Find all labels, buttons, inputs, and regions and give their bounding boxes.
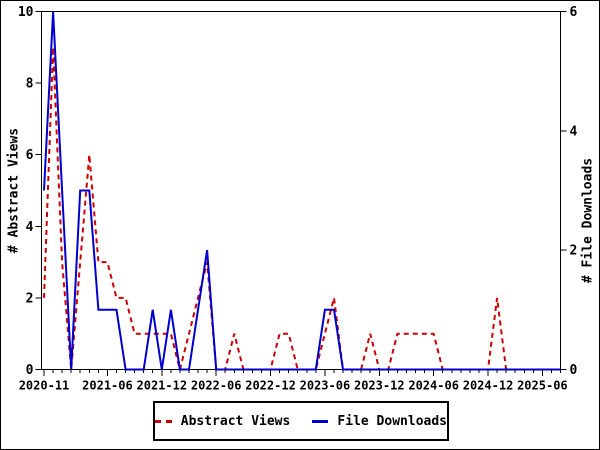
x-axis-tick-label: 2025-06 — [517, 379, 568, 393]
legend: Abstract Views File Downloads — [153, 401, 449, 441]
left-axis-tick-label: 10 — [18, 5, 34, 20]
x-axis-tick-label: 2024-06 — [408, 379, 459, 393]
right-axis-tick-label: 6 — [570, 5, 578, 20]
x-axis-tick-label: 2024-12 — [463, 379, 514, 393]
right-axis-tick-label: 0 — [570, 363, 578, 378]
file-downloads-line — [43, 11, 561, 371]
right-axis-tick-label: 4 — [570, 124, 578, 139]
left-axis-tick-label: 4 — [26, 220, 34, 235]
abstract-views-line — [43, 47, 561, 371]
x-axis-tick-label: 2020-11 — [19, 379, 70, 393]
file-downloads-line-sample — [311, 419, 329, 423]
plot-frame — [41, 11, 561, 370]
x-axis-tick-label: 2021-12 — [137, 379, 188, 393]
x-axis-tick-label: 2022-12 — [245, 379, 296, 393]
legend-label-abstract-views: Abstract Views — [180, 413, 291, 429]
abstract-views-line-sample — [155, 419, 172, 423]
left-axis-tick-label: 6 — [26, 148, 34, 163]
x-axis-tick-label: 2022-06 — [191, 379, 242, 393]
legend-label-file-downloads: File Downloads — [337, 413, 447, 429]
x-axis-tick-label: 2023-12 — [354, 379, 405, 393]
left-axis-tick-label: 8 — [26, 77, 34, 92]
left-axis-tick-label: 2 — [26, 291, 34, 306]
left-axis-tick-label: 0 — [26, 363, 34, 378]
right-axis-tick-label: 2 — [570, 244, 578, 259]
x-axis-tick-label: 2021-06 — [82, 379, 133, 393]
x-axis-tick-label: 2023-06 — [300, 379, 351, 393]
